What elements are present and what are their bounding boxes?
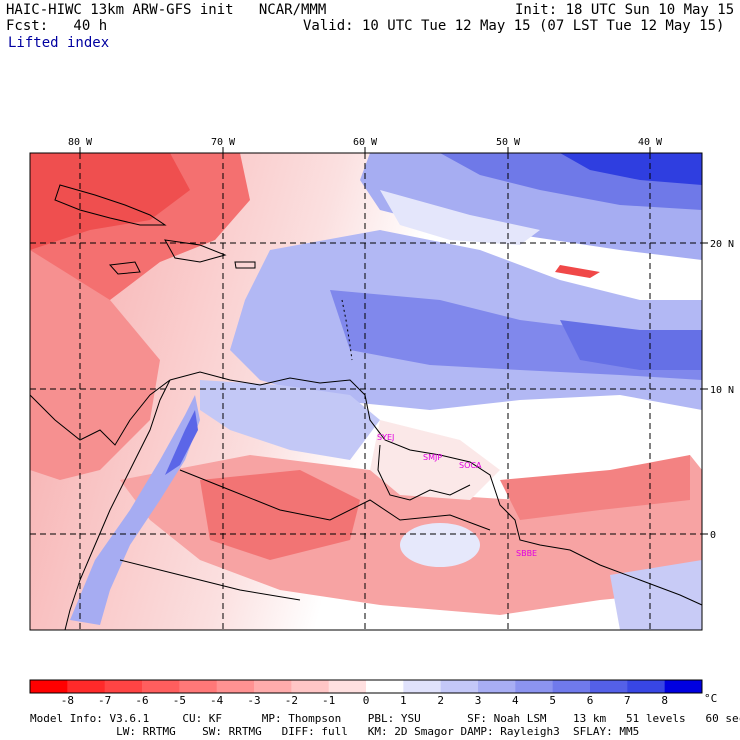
- lon-label-60w: 60 W: [353, 137, 378, 148]
- positive-region-andes: [70, 395, 200, 625]
- negative-region-cuba: [30, 153, 190, 250]
- colorbar-tick-label: 3: [474, 694, 482, 707]
- colorbar-tick-label: -8: [60, 694, 74, 707]
- coastline-jamaica: [108, 261, 141, 275]
- model-info-line-2: LW: RRTMG SW: RRTMG DIFF: full KM: 2D Sm…: [30, 725, 640, 738]
- site-label-syej: SYEJ: [377, 433, 394, 442]
- lat-label-20n: 20 N: [710, 239, 734, 250]
- negative-region-central-america: [30, 250, 160, 480]
- neutral-region-south: [400, 523, 480, 567]
- map-frame: [29, 152, 703, 631]
- colorbar-swatch: [403, 680, 442, 693]
- lat-label-10n: 10 N: [710, 385, 734, 396]
- coastline-south-america-north: [169, 371, 703, 606]
- map-field: [30, 153, 702, 630]
- colorbar-tick-label: 5: [549, 694, 556, 707]
- colorbar-tick-label: -5: [172, 694, 186, 707]
- coastline-cuba: [54, 184, 167, 226]
- negative-region-east: [500, 455, 690, 520]
- neutral-region-guiana: [370, 420, 500, 500]
- lat-label-0: 0: [710, 530, 716, 541]
- lon-label-70w: 70 W: [211, 137, 236, 148]
- colorbar-tick-label: 6: [586, 694, 594, 707]
- colorbar-tick-label: -2: [284, 694, 298, 707]
- positive-region-venezuela-coast: [200, 380, 380, 460]
- lon-label-50w: 50 W: [496, 137, 521, 148]
- model-title: HAIC-HIWC 13km ARW-GFS init NCAR/MMM: [6, 2, 327, 18]
- colorbar-swatch: [179, 680, 218, 693]
- coastline-south-america-west: [64, 379, 171, 631]
- lon-label-80w: 80 W: [68, 137, 93, 148]
- colorbar-swatch: [627, 680, 666, 693]
- colorbar-tick-label: -7: [98, 694, 112, 707]
- colorbar-swatch: [291, 680, 330, 693]
- colorbar-tick-label: 0: [362, 694, 370, 707]
- colorbar-swatch: [142, 680, 180, 693]
- colorbar-tick-label: -1: [322, 694, 336, 707]
- lon-label-40w: 40 W: [638, 137, 663, 148]
- colorbar-tick-label: 2: [437, 694, 444, 707]
- negative-region-amazon-core: [200, 470, 360, 560]
- graticule: [30, 153, 702, 630]
- colorbar-tick-label: 1: [400, 694, 407, 707]
- colorbar-swatch: [478, 680, 516, 693]
- colorbar-tick-label: 4: [512, 694, 519, 707]
- colorbar-swatch: [216, 680, 255, 693]
- coastlines: [29, 184, 703, 631]
- site-label-smjp: SMJP: [423, 453, 442, 462]
- border-amazon-south: [119, 559, 301, 601]
- colorbar-tick-label: -4: [210, 694, 224, 707]
- forecast-hour: Fcst: 40 h: [6, 18, 108, 34]
- colorbar-swatch: [552, 680, 591, 693]
- border-guiana: [377, 444, 471, 501]
- site-label-soca: SOCA: [459, 461, 482, 470]
- colorbar-tick-label: -3: [247, 694, 261, 707]
- colorbar-swatch: [67, 680, 106, 693]
- colorbar-swatch: [440, 680, 479, 693]
- colorbar-tick-label: 7: [624, 694, 631, 707]
- colorbar-swatch: [590, 680, 628, 693]
- coastline-central-america: [29, 379, 171, 446]
- field-name: Lifted index: [8, 35, 110, 51]
- colorbar-swatch: [30, 680, 68, 693]
- colorbar-frame: [29, 679, 703, 694]
- colorbar-swatch: [664, 680, 703, 693]
- colorbar-swatch: [254, 680, 292, 693]
- colorbar-swatch: [328, 680, 367, 693]
- colorbar-tick-label: -6: [135, 694, 149, 707]
- coastline-hispaniola: [164, 239, 227, 263]
- valid-time: Valid: 10 UTC Tue 12 May 15 (07 LST Tue …: [303, 18, 725, 34]
- colorbar-tick-label: 8: [661, 694, 668, 707]
- colorbar-unit: °C: [704, 692, 718, 705]
- model-info-line-1: Model Info: V3.6.1 CU: KF MP: Thompson P…: [30, 712, 740, 725]
- site-label-sbbe: SBBE: [516, 549, 537, 558]
- colorbar-swatch: [366, 680, 404, 693]
- init-time: Init: 18 UTC Sun 10 May 15: [515, 2, 735, 18]
- colorbar-swatch: [515, 680, 554, 693]
- colorbar: [30, 680, 703, 693]
- border-brazil: [179, 469, 491, 531]
- colorbar-swatch: [104, 680, 143, 693]
- coastline-puerto-rico: [234, 261, 256, 269]
